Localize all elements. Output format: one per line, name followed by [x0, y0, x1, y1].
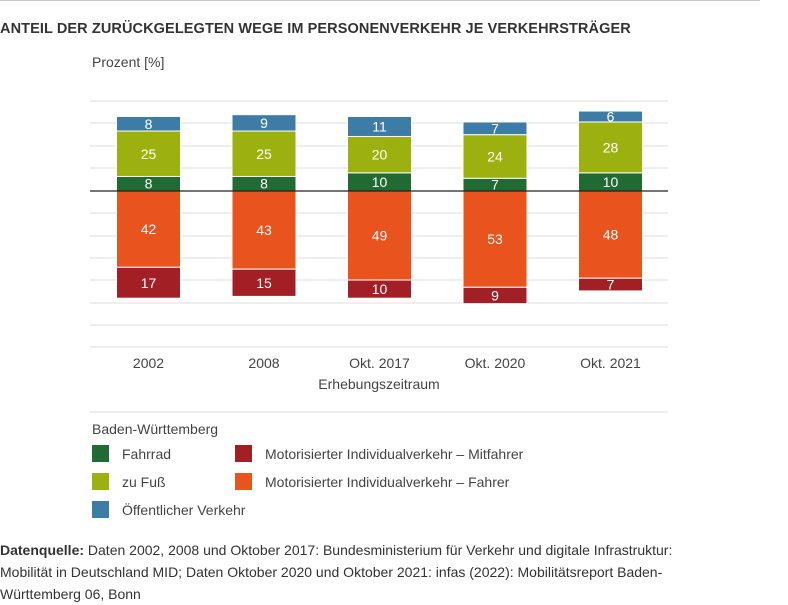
legend-swatch-miv-fahrer [235, 473, 252, 490]
data-label: 49 [372, 228, 388, 244]
legend-item-oepnv: Öffentlicher Verkehr [92, 501, 245, 518]
bar-segment [578, 190, 643, 279]
data-label: 7 [491, 177, 499, 193]
bar-segment [347, 135, 412, 174]
data-label: 7 [607, 277, 615, 293]
data-label: 9 [491, 287, 499, 303]
top-rule [0, 0, 760, 1]
legend-label-zu-fuss: zu Fuß [122, 473, 166, 490]
data-label: 15 [256, 275, 272, 291]
bar-segment [462, 121, 528, 136]
source-text: Daten 2002, 2008 und Oktober 2017: Bunde… [0, 542, 673, 602]
legend-title: Baden-Württemberg [92, 421, 219, 437]
chart-title: ANTEIL DER ZURÜCKGELEGTEN WEGE IM PERSON… [0, 21, 631, 37]
data-label: 24 [487, 148, 503, 164]
legend-swatch-fahrrad [92, 445, 109, 462]
data-label: 6 [607, 109, 615, 125]
legend-swatch-oepnv [92, 501, 109, 518]
x-tick-label: 2002 [133, 355, 164, 371]
data-label: 7 [491, 120, 499, 136]
legend-item-miv-mitfahrer: Motorisierter Individualverkehr – Mitfah… [235, 445, 523, 462]
bar-segment [116, 266, 181, 299]
data-label: 8 [145, 176, 153, 192]
bar-segment [347, 116, 412, 137]
source-label: Datenquelle: [0, 542, 85, 558]
stacked-bar-chart: 8 25 8 42 17 2002 8 25 9 43 15 2008 10 20 11 49 10 Okt. 2… [90, 100, 668, 413]
data-label: 10 [372, 281, 388, 297]
data-label: 42 [141, 221, 157, 237]
x-tick-label: 2008 [248, 355, 279, 371]
data-label: 17 [141, 275, 157, 291]
data-label: 10 [372, 174, 388, 190]
bar-segment [462, 190, 528, 288]
data-label: 28 [603, 139, 619, 155]
data-label: 25 [256, 146, 272, 162]
x-tick-label: Okt. 2020 [465, 355, 526, 371]
data-label: 8 [145, 116, 153, 132]
legend-swatch-miv-mitfahrer [235, 445, 252, 462]
data-label: 8 [260, 176, 268, 192]
x-tick-label: Okt. 2021 [580, 355, 641, 371]
data-label: 9 [260, 115, 268, 131]
legend-label-oepnv: Öffentlicher Verkehr [122, 501, 246, 518]
bar-segment [578, 110, 643, 123]
data-label: 53 [487, 231, 503, 247]
legend-label-miv-fahrer: Motorisierter Individualverkehr – Fahrer [265, 473, 510, 490]
bar-segment [462, 134, 528, 179]
bar-segment [578, 121, 643, 174]
legend-item-fahrrad: Fahrrad [92, 445, 171, 462]
bar-segment [462, 286, 528, 305]
data-label: 20 [372, 147, 388, 163]
data-label: 10 [603, 174, 619, 190]
legend-label-fahrrad: Fahrrad [122, 445, 172, 462]
legend-swatch-zu-fuss [92, 473, 109, 490]
data-label: 48 [603, 227, 619, 243]
legend-item-miv-fahrer: Motorisierter Individualverkehr – Fahrer [235, 473, 509, 490]
bar-segment [116, 130, 181, 177]
bar-segment [231, 114, 297, 132]
x-axis-label: Erhebungszeitraum [318, 376, 439, 392]
data-label: 11 [372, 118, 387, 134]
x-tick-label: Okt. 2017 [349, 355, 410, 371]
bar-segment [347, 279, 412, 299]
bar-segment [231, 190, 297, 270]
data-source: Datenquelle: Daten 2002, 2008 und Oktobe… [0, 539, 720, 605]
bar-segment [578, 277, 643, 292]
bar-segment [231, 268, 297, 297]
bar-segment [116, 116, 181, 132]
data-label: 25 [141, 146, 157, 162]
legend-item-zu-fuss: zu Fuß [92, 473, 166, 490]
legend-label-miv-mitfahrer: Motorisierter Individualverkehr – Mitfah… [265, 445, 524, 462]
bar-segment [231, 130, 297, 177]
y-axis-label: Prozent [%] [92, 54, 165, 70]
data-label: 43 [256, 222, 272, 238]
